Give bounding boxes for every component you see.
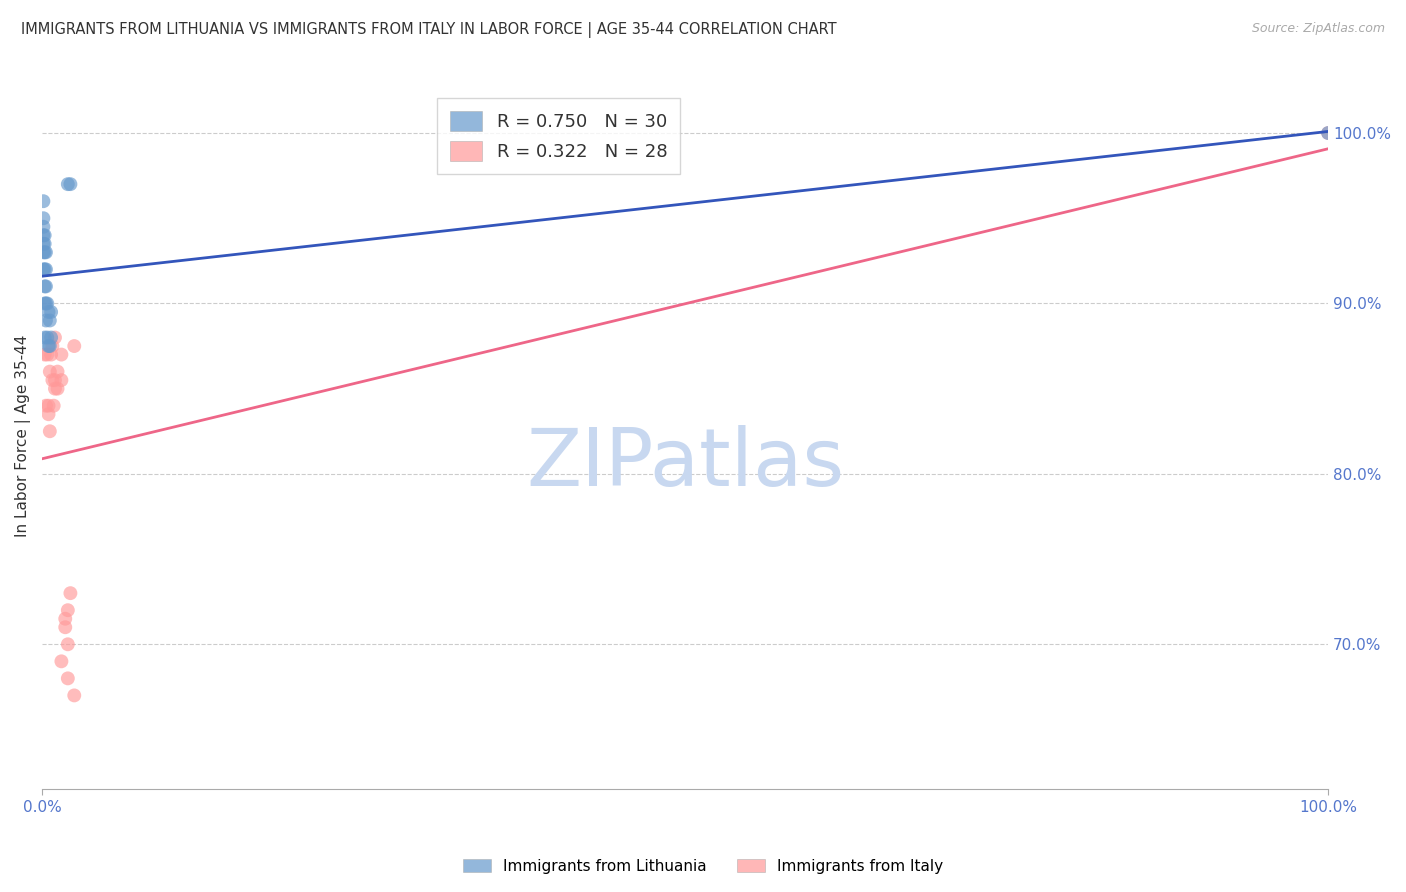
Point (46, 382, 69, 396)
Point (56, 603, 79, 617)
Point (32, 219, 55, 234)
Point (44, 373, 66, 387)
Point (38, 305, 60, 319)
Point (39, 330, 62, 344)
Point (32, 236, 55, 251)
Point (56, 177, 79, 191)
Point (38, 424, 60, 438)
Point (34, 348, 56, 362)
Point (38, 339, 60, 353)
Point (32, 262, 55, 277)
Text: IMMIGRANTS FROM LITHUANIA VS IMMIGRANTS FROM ITALY IN LABOR FORCE | AGE 35-44 CO: IMMIGRANTS FROM LITHUANIA VS IMMIGRANTS … (21, 22, 837, 38)
Point (35, 245, 58, 260)
Point (63, 689, 86, 703)
Legend: R = 0.750   N = 30, R = 0.322   N = 28: R = 0.750 N = 30, R = 0.322 N = 28 (437, 98, 679, 174)
Point (35, 399, 58, 413)
Point (56, 637, 79, 651)
Point (38, 399, 60, 413)
Point (63, 339, 86, 353)
Point (32, 245, 55, 260)
Text: Source: ZipAtlas.com: Source: ZipAtlas.com (1251, 22, 1385, 36)
Point (53, 612, 76, 626)
Point (59, 177, 82, 191)
Point (32, 228, 55, 243)
Text: ZIPatlas: ZIPatlas (526, 425, 844, 503)
Point (41, 373, 63, 387)
Point (35, 296, 58, 310)
Point (37, 296, 59, 310)
Point (1317, 126, 1340, 140)
Point (37, 330, 59, 344)
Point (34, 262, 56, 277)
Point (34, 330, 56, 344)
Point (32, 211, 55, 226)
Point (41, 339, 63, 353)
Y-axis label: In Labor Force | Age 35-44: In Labor Force | Age 35-44 (15, 334, 31, 537)
Point (34, 245, 56, 260)
Point (38, 313, 60, 327)
Point (39, 348, 62, 362)
Point (34, 228, 56, 243)
Point (44, 382, 66, 396)
Point (35, 313, 58, 327)
Point (1317, 126, 1340, 140)
Point (32, 194, 55, 209)
Point (59, 586, 82, 600)
Point (42, 399, 65, 413)
Point (38, 365, 60, 379)
Point (38, 339, 60, 353)
Point (35, 279, 58, 293)
Point (44, 330, 66, 344)
Point (34, 296, 56, 310)
Point (34, 236, 56, 251)
Point (37, 348, 59, 362)
Point (51, 348, 73, 362)
Point (51, 373, 73, 387)
Point (53, 620, 76, 634)
Point (46, 365, 69, 379)
Point (51, 654, 73, 668)
Legend: Immigrants from Lithuania, Immigrants from Italy: Immigrants from Lithuania, Immigrants fr… (457, 853, 949, 880)
Point (56, 672, 79, 686)
Point (38, 407, 60, 421)
Point (39, 305, 62, 319)
Point (35, 262, 58, 277)
Point (34, 279, 56, 293)
